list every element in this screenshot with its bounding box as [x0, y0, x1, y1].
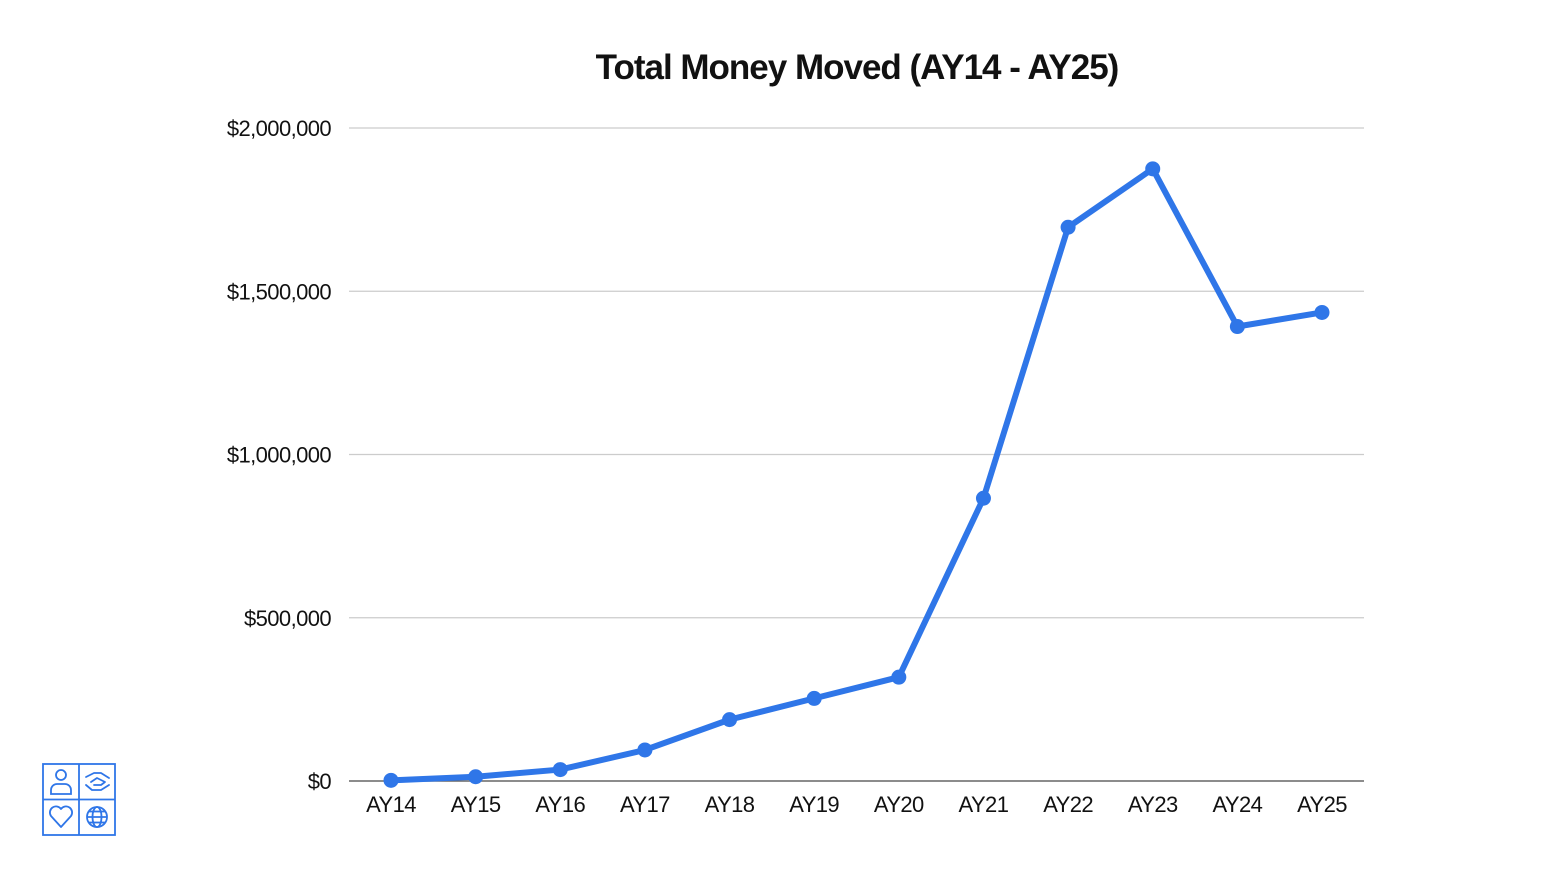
y-tick-label: $500,000 [244, 606, 331, 631]
x-axis-ticks: AY14 AY15 AY16 AY17 AY18 AY19 AY20 AY21 AY22 AY23… [366, 792, 1348, 817]
heart-icon [49, 805, 73, 828]
gridlines [349, 127, 1364, 782]
x-tick-label: AY25 [1297, 792, 1347, 817]
data-point [552, 762, 568, 778]
data-point [806, 690, 822, 706]
data-point [891, 669, 907, 685]
x-tick-label: AY23 [1128, 792, 1178, 817]
logo [42, 763, 116, 836]
y-tick-label: $1,000,000 [227, 443, 331, 468]
data-point [722, 712, 738, 728]
x-tick-label: AY22 [1043, 792, 1093, 817]
globe-icon [86, 806, 108, 828]
data-points [383, 161, 1330, 788]
y-tick-label: $2,000,000 [227, 116, 331, 141]
chart-title: Total Money Moved (AY14 - AY25) [596, 48, 1119, 87]
data-point [383, 772, 399, 788]
x-tick-label: AY19 [789, 792, 839, 817]
x-tick-label: AY15 [451, 792, 501, 817]
data-point [468, 769, 484, 785]
data-point [975, 490, 991, 506]
series-line-group [388, 165, 1325, 784]
x-tick-label: AY17 [620, 792, 670, 817]
x-tick-label: AY20 [874, 792, 924, 817]
y-axis-ticks: $0 $500,000 $1,000,000 $1,500,000 $2,000,000 [227, 116, 332, 794]
data-point [1145, 161, 1161, 177]
x-tick-label: AY21 [959, 792, 1009, 817]
data-point [1314, 304, 1330, 320]
x-tick-label: AY18 [705, 792, 755, 817]
x-tick-label: AY16 [535, 792, 585, 817]
data-point [637, 742, 653, 758]
data-point [1229, 319, 1245, 335]
data-point [1060, 219, 1076, 235]
x-tick-label: AY24 [1212, 792, 1262, 817]
person-icon [50, 769, 72, 795]
y-tick-label: $0 [308, 769, 332, 794]
y-tick-label: $1,500,000 [227, 279, 331, 304]
series-line [388, 165, 1325, 784]
x-tick-label: AY14 [366, 792, 416, 817]
handshake-icon [85, 772, 110, 791]
